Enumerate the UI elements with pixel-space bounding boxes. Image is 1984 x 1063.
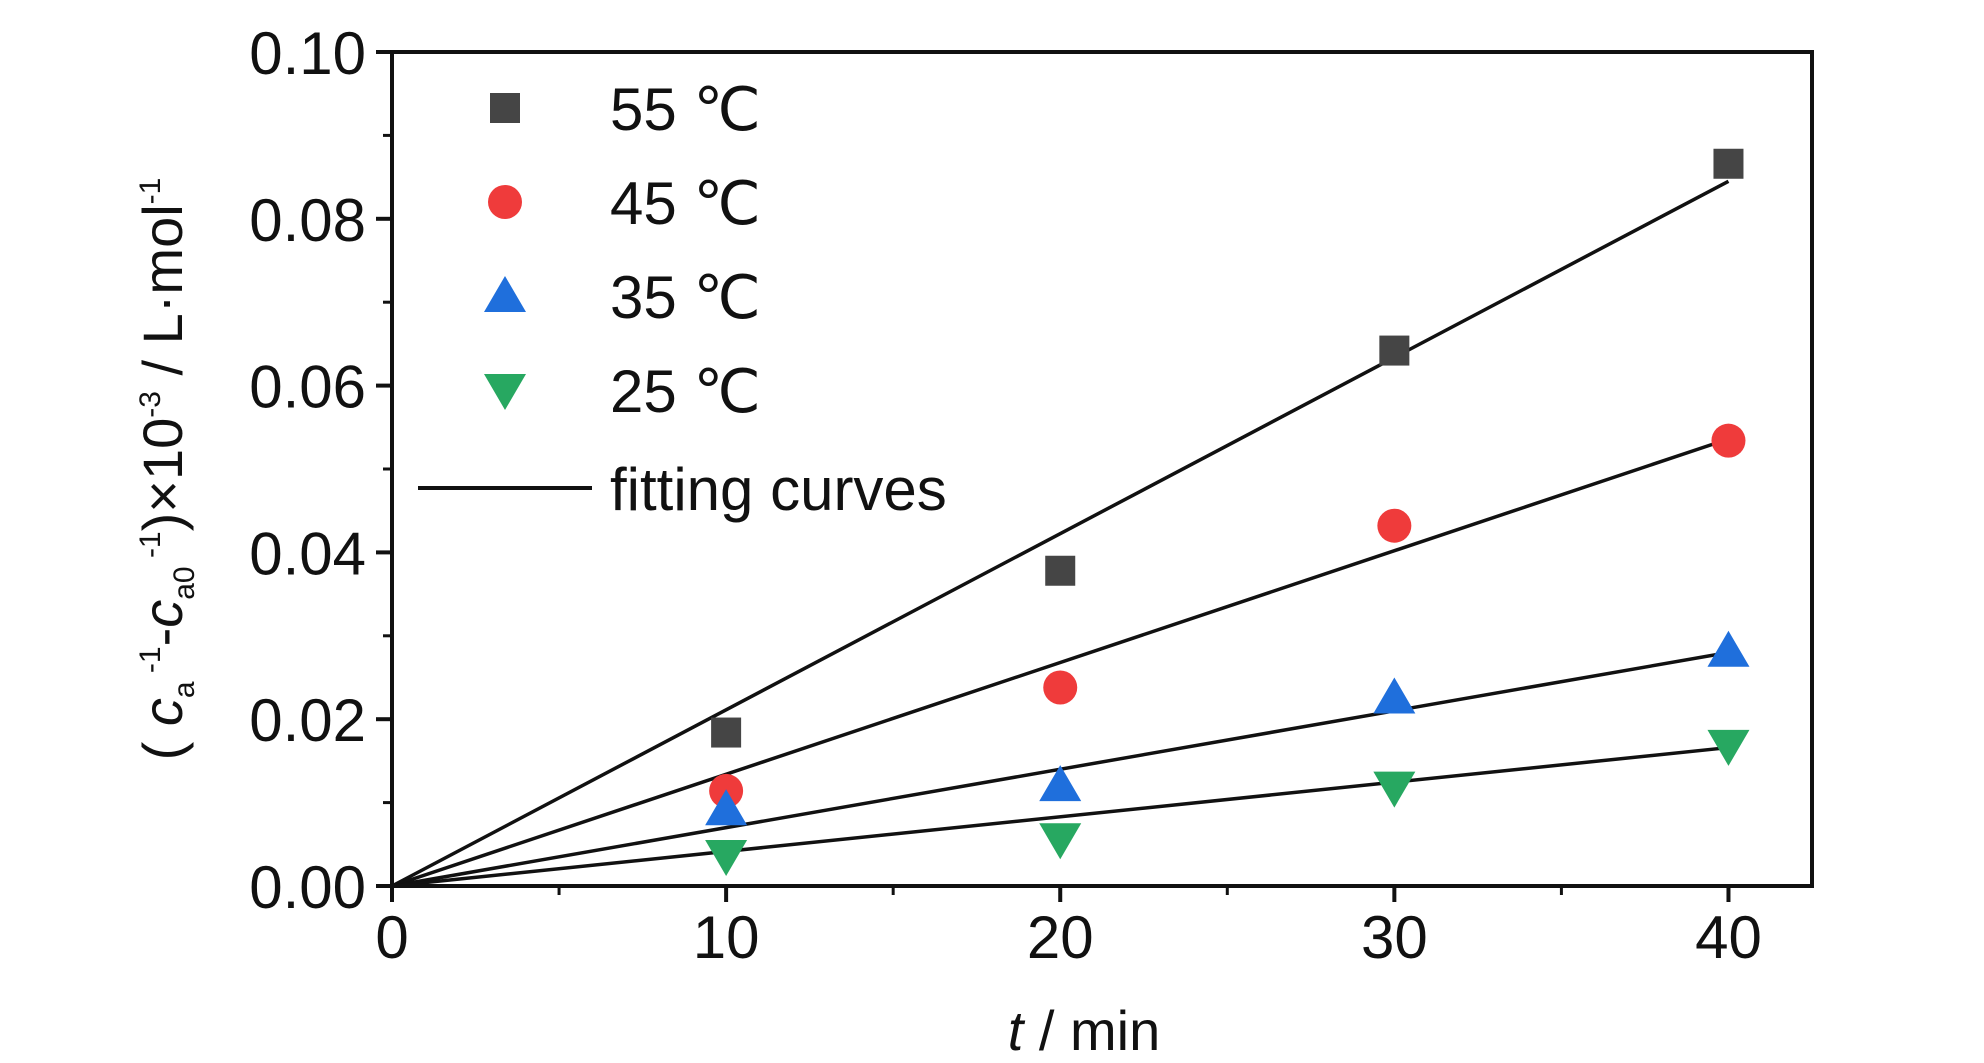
legend-label-45: 45 ℃	[610, 170, 761, 237]
legend-marker-45	[488, 185, 522, 219]
data-point-35-3	[1707, 630, 1750, 667]
y-tick-label: 0.08	[249, 187, 366, 254]
y-axis-title: ( ca -1-ca0 -1)×10-3 / L·mol-1	[131, 178, 201, 761]
legend-marker-25	[484, 374, 526, 410]
legend-label-55: 55 ℃	[610, 76, 761, 143]
data-point-45-1	[1043, 670, 1078, 705]
data-point-55-1	[1045, 555, 1076, 586]
data-point-45-2	[1377, 508, 1412, 543]
legend: 55 ℃ 45 ℃ 35 ℃ 25 ℃ fitting curves	[418, 76, 947, 523]
fit-line-45	[391, 437, 1730, 888]
x-tick-label: 20	[1027, 904, 1094, 971]
legend-label-25: 25 ℃	[610, 358, 761, 425]
x-axis-title: t / min	[1008, 999, 1160, 1062]
fit-line-55	[391, 179, 1730, 888]
data-point-25-0	[705, 839, 748, 876]
fit-line-25	[391, 745, 1729, 888]
data-point-25-1	[1039, 823, 1082, 860]
x-tick-label: 30	[1361, 904, 1428, 971]
data-point-55-3	[1713, 148, 1744, 179]
y-tick-label: 0.10	[249, 20, 366, 87]
data-point-55-0	[711, 717, 742, 748]
x-tick-label: 40	[1695, 904, 1762, 971]
data-point-35-2	[1373, 677, 1416, 714]
data-point-25-2	[1373, 771, 1416, 808]
x-tick-label: 0	[375, 904, 408, 971]
y-tick-label: 0.02	[249, 687, 366, 754]
legend-label-35: 35 ℃	[610, 264, 761, 331]
legend-marker-35	[484, 276, 526, 312]
axis-ticks	[376, 50, 1731, 902]
x-tick-label: 10	[693, 904, 760, 971]
y-tick-label: 0.06	[249, 354, 366, 421]
legend-label-fitting-curves: fitting curves	[610, 456, 947, 523]
data-point-35-0	[705, 789, 748, 826]
data-point-25-3	[1707, 729, 1750, 766]
axis-tick-labels: 0 10 20 30 40 0.00 0.02 0.04 0.06 0.08 0.10	[249, 20, 1762, 971]
data-point-45-3	[1711, 423, 1746, 458]
y-tick-label: 0.04	[249, 520, 366, 587]
legend-marker-55	[490, 93, 520, 123]
data-markers	[705, 148, 1750, 876]
data-point-35-1	[1039, 765, 1082, 802]
y-tick-label: 0.00	[249, 854, 366, 921]
data-point-55-2	[1379, 335, 1410, 366]
